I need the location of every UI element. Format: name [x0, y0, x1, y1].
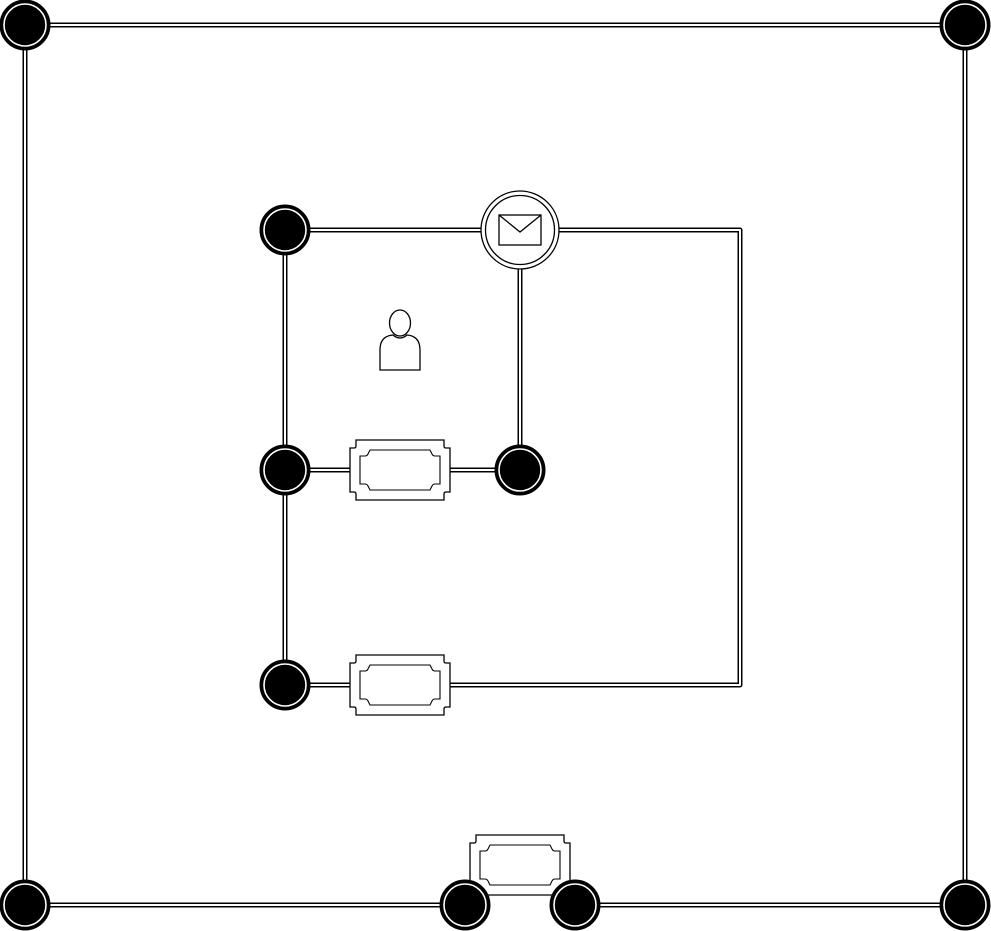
node-top-right[interactable] — [939, 0, 991, 51]
node-top-left[interactable] — [0, 0, 51, 51]
node-bottom-left[interactable] — [0, 879, 51, 931]
ticket-icon-bottom — [469, 834, 571, 896]
person-icon — [379, 309, 421, 371]
ticket-icon-lower — [349, 654, 451, 716]
node-inner-mid-right[interactable] — [494, 444, 546, 496]
edge-loop-right — [285, 227, 743, 688]
node-bottom-mid-right[interactable] — [549, 879, 601, 931]
node-inner-mid-left[interactable] — [259, 444, 311, 496]
ticket-icon-middle — [349, 439, 451, 501]
envelope-icon — [498, 214, 542, 246]
node-bottom-mid-left[interactable] — [439, 879, 491, 931]
node-message[interactable] — [480, 190, 560, 270]
node-inner-top-left[interactable] — [259, 204, 311, 256]
rails — [22, 22, 968, 908]
node-inner-bottom-left[interactable] — [259, 659, 311, 711]
node-bottom-right[interactable] — [939, 879, 991, 931]
